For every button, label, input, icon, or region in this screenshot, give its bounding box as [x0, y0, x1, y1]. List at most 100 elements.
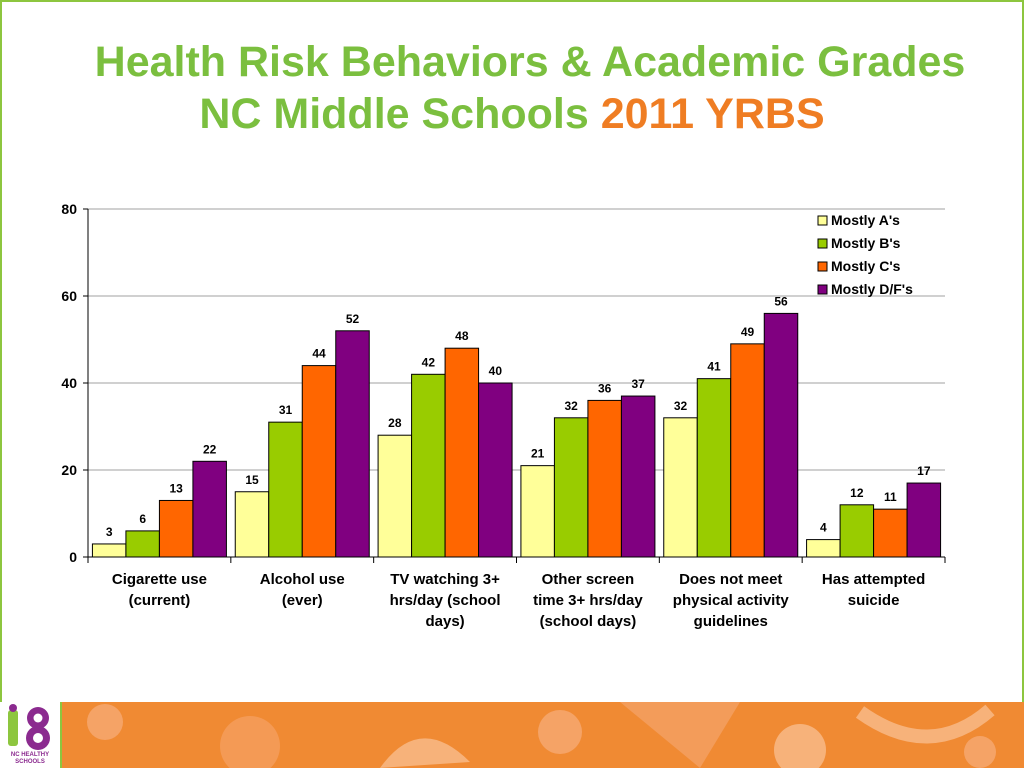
x-category-label-line: days): [425, 613, 464, 630]
bar: [806, 539, 841, 558]
logo-text-line-1: NC HEALTHY: [10, 752, 50, 758]
x-category-label-line: time 3+ hrs/day: [533, 592, 643, 609]
bar: [268, 421, 303, 558]
x-category-label-line: suicide: [848, 592, 900, 609]
data-label: 32: [674, 399, 688, 413]
x-category-label: Alcohol use (ever): [260, 571, 345, 609]
bar: [125, 530, 160, 558]
y-tick-label: 80: [61, 201, 77, 217]
data-label: 56: [774, 294, 788, 308]
bar: [763, 312, 799, 558]
data-label: 15: [245, 473, 259, 487]
x-category-label-line: Alcohol use: [260, 571, 345, 588]
data-labels: 3 15 28 21 32 4 6 31 42 32 41 12 13 44 48 36 49 11 22 52 40 3…: [106, 294, 931, 539]
bar-chart: 0 20 40 60 80 Cigarette use (current) Alcohol u…: [61, 201, 946, 630]
bar: [377, 434, 413, 558]
bar: [91, 543, 127, 558]
legend-swatch: [817, 261, 828, 272]
x-category-label: Does not meet physical activity guidelines: [673, 571, 790, 630]
bar: [696, 378, 732, 558]
y-tick-label: 60: [61, 288, 77, 304]
nc-healthy-schools-logo: NC HEALTHY SCHOOLS: [0, 702, 62, 768]
data-label: 28: [388, 416, 402, 430]
legend-swatch: [817, 284, 828, 295]
x-category-label-line: (ever): [282, 592, 323, 609]
bar: [906, 482, 942, 558]
x-category-label-line: guidelines: [694, 613, 768, 630]
bar: [301, 365, 337, 558]
data-label: 3: [106, 525, 113, 539]
bar: [620, 395, 656, 558]
bar: [335, 330, 370, 558]
data-label: 12: [850, 486, 864, 500]
axes: 0 20 40 60 80 Cigarette use (current) Alcohol u…: [61, 201, 946, 630]
data-label: 44: [312, 347, 326, 361]
bar: [663, 417, 698, 558]
x-category-label-line: (current): [129, 592, 191, 609]
data-label: 52: [346, 312, 360, 326]
x-category-label: Cigarette use (current): [112, 571, 207, 609]
logo-text-line-2: SCHOOLS: [15, 759, 45, 765]
bar: [444, 347, 480, 558]
x-category-label-line: Has attempted: [822, 571, 925, 588]
legend-label: Mostly C's: [831, 258, 901, 274]
bar: [158, 499, 194, 558]
x-category-label-line: physical activity: [673, 592, 790, 609]
data-label: 22: [203, 442, 217, 456]
title-line-2: NC Middle Schools 2011 YRBS: [0, 88, 1024, 140]
legend-label: Mostly B's: [831, 235, 901, 251]
x-category-label: TV watching 3+ hrs/day (school days): [390, 571, 501, 630]
data-label: 37: [631, 377, 645, 391]
title-line-1: Health Risk Behaviors & Academic Grades: [94, 38, 966, 86]
data-label: 11: [884, 490, 897, 504]
x-category-label-line: Other screen: [542, 571, 635, 588]
x-category-label-line: Cigarette use: [112, 571, 207, 588]
data-label: 32: [564, 399, 578, 413]
y-tick-label: 0: [69, 549, 77, 565]
bar: [192, 460, 227, 558]
x-category-label-line: TV watching 3+: [390, 571, 500, 588]
legend: Mostly A's Mostly B's Mostly C's Mostly D/F…: [817, 212, 913, 297]
legend-swatch: [817, 215, 828, 226]
data-label: 49: [741, 325, 755, 339]
logo-mark-icon: [8, 704, 50, 750]
x-category-label-line: hrs/day (school: [390, 592, 501, 609]
bar: [553, 417, 589, 558]
x-category-label: Other screen time 3+ hrs/day (school days): [533, 571, 643, 630]
gridlines: [88, 208, 945, 471]
data-label: 6: [139, 512, 146, 526]
footer-decoration: [0, 702, 1024, 768]
data-label: 42: [422, 355, 436, 369]
data-label: 13: [169, 481, 183, 495]
data-label: 36: [598, 381, 612, 395]
data-label: 48: [455, 329, 469, 343]
x-category-label: Has attempted suicide: [822, 571, 925, 609]
bar: [234, 491, 270, 558]
y-tick-label: 40: [61, 375, 77, 391]
slide-title: Health Risk Behaviors & Academic Grades …: [0, 36, 1024, 140]
legend-swatch: [817, 238, 828, 249]
bar: [730, 343, 765, 558]
data-label: 41: [707, 360, 721, 374]
title-year: 2011 YRBS: [600, 90, 825, 138]
slide-frame: [0, 0, 1024, 704]
legend-label: Mostly A's: [831, 212, 900, 228]
x-category-label-line: (school days): [540, 613, 637, 630]
bars: [91, 312, 942, 558]
title-line-2-main: NC Middle Schools: [199, 90, 589, 138]
x-category-label-line: Does not meet: [679, 571, 782, 588]
bar: [520, 465, 555, 558]
bar: [839, 504, 875, 558]
bar: [873, 508, 908, 558]
bar: [478, 382, 513, 558]
data-label: 31: [279, 403, 293, 417]
y-tick-label: 20: [61, 462, 77, 478]
data-label: 17: [917, 464, 931, 478]
data-label: 4: [820, 521, 827, 535]
logo-text: NC HEALTHY SCHOOLS: [3, 752, 57, 766]
bar: [587, 399, 622, 558]
data-label: 40: [489, 364, 503, 378]
data-label: 21: [531, 447, 545, 461]
bar: [411, 373, 446, 558]
legend-label: Mostly D/F's: [831, 281, 913, 297]
